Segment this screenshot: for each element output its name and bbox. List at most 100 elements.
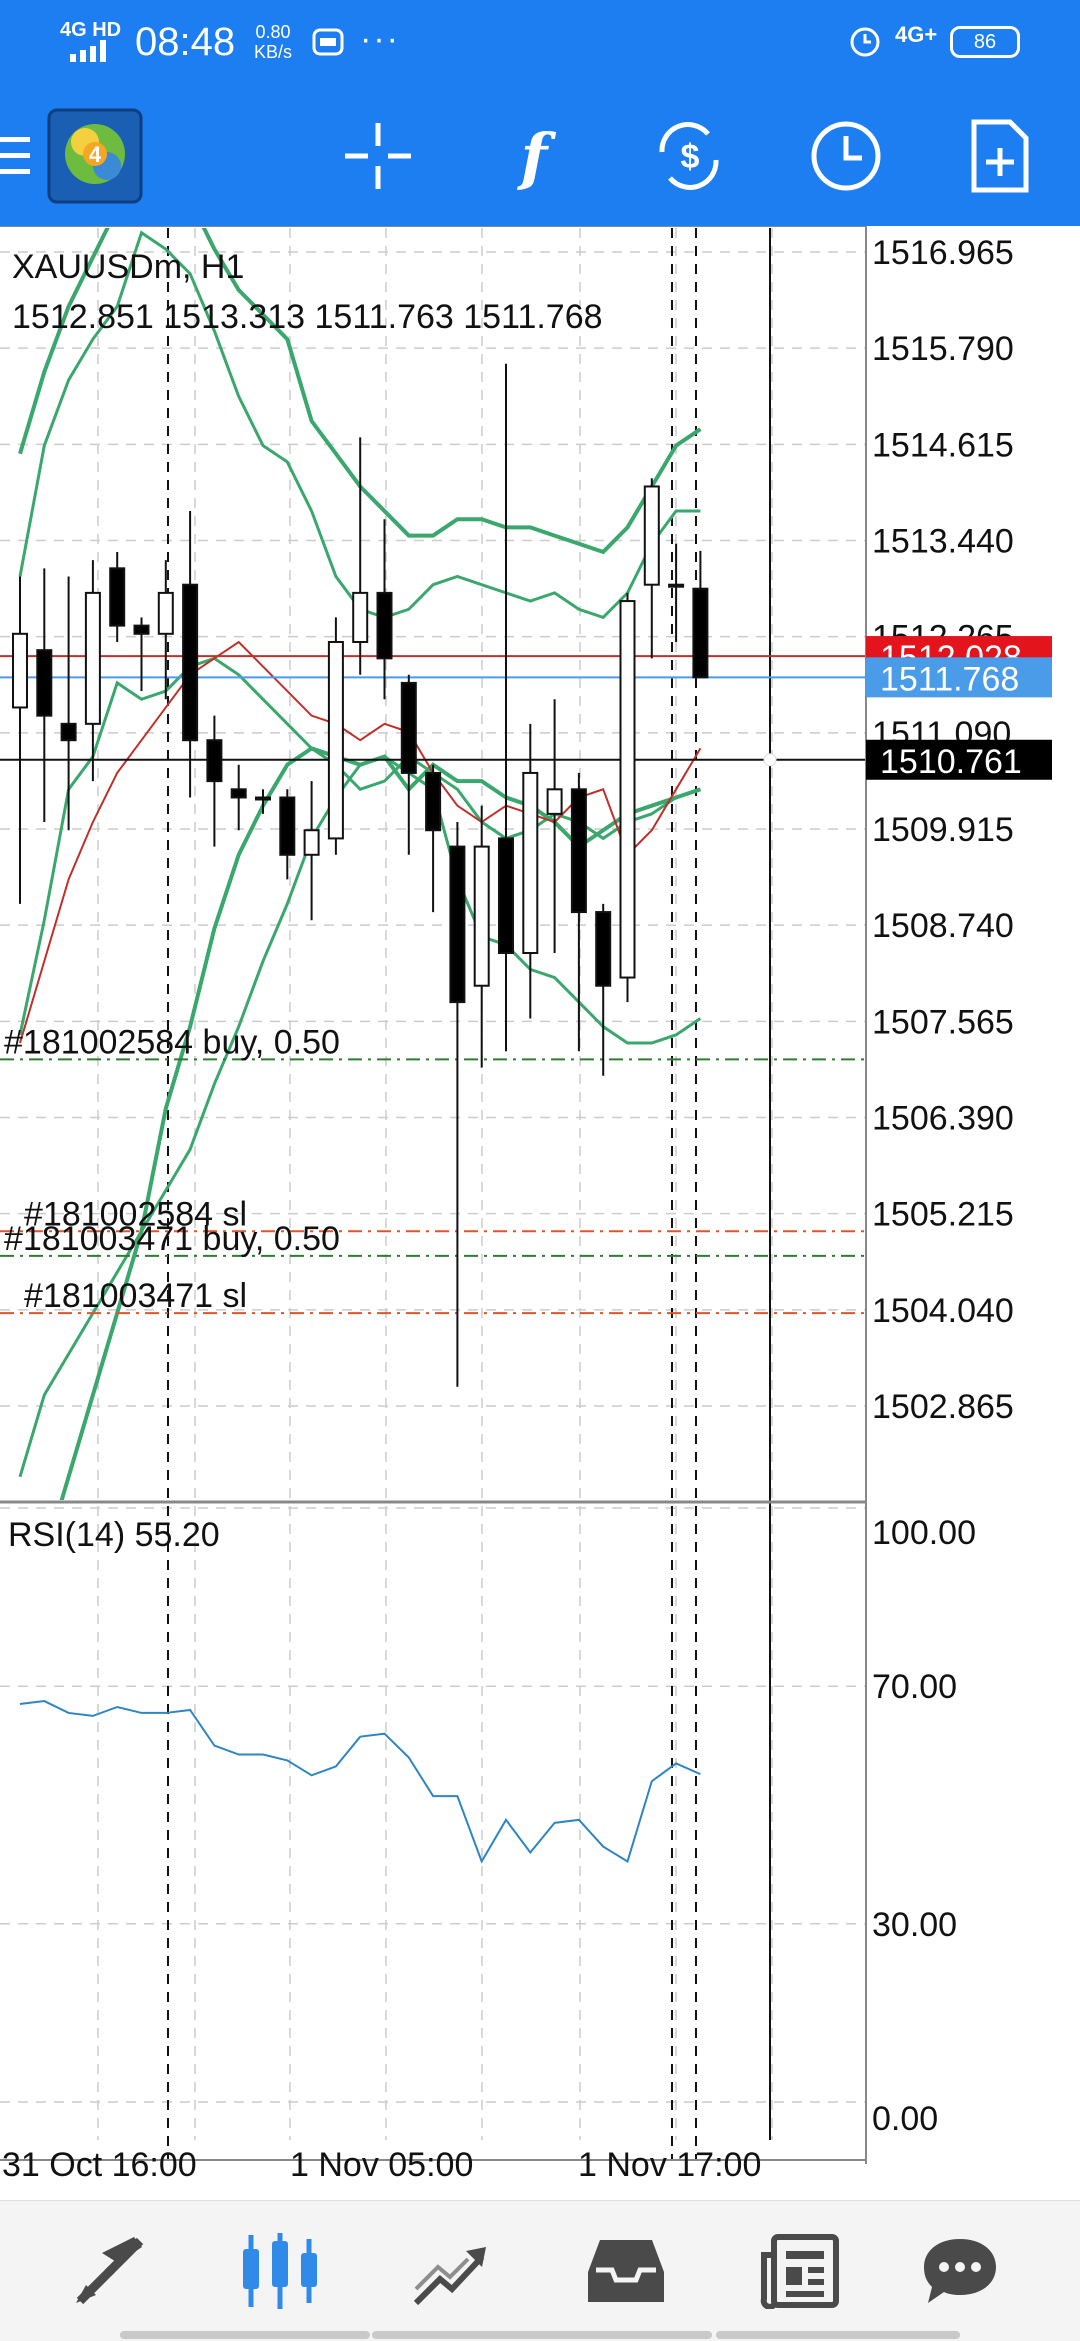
nav-handle-center [372, 2331, 712, 2339]
nav-chart[interactable] [220, 2229, 340, 2313]
candle-down [595, 903, 612, 1076]
candle-body [425, 771, 442, 832]
candle-body [522, 771, 539, 954]
candle-body [570, 788, 587, 914]
candle-body [376, 591, 393, 660]
arrows-icon [76, 2237, 144, 2305]
candle-body [206, 739, 223, 783]
moving-average-line [19, 640, 702, 1044]
price-tick-label: 1505.215 [872, 1196, 1014, 1234]
candle-up [619, 592, 636, 1003]
order-label: #181003471 buy, 0.50 [4, 1220, 340, 1258]
candle-up [352, 437, 369, 675]
candle-body [619, 600, 636, 979]
candle-body [133, 624, 150, 635]
timeframe-clock-icon[interactable] [796, 106, 896, 206]
rsi-tick-label: 30.00 [872, 1906, 957, 1944]
axes: 1516.9651515.7901514.6151513.4401512.265… [2, 234, 1052, 2184]
stop-loss-label: #181003471 sl [24, 1277, 247, 1315]
price-tick-label: 1516.965 [872, 234, 1014, 272]
rsi-line [19, 1700, 701, 1864]
price-tick-label: 1504.040 [872, 1292, 1014, 1330]
candle-up [12, 576, 28, 904]
candle-body [595, 911, 612, 987]
candle-body [643, 485, 660, 586]
speed-unit: KB/s [254, 42, 293, 62]
candle-body [36, 649, 53, 717]
order-label: #181002584 buy, 0.50 [4, 1023, 340, 1061]
battery-indicator: 86 [950, 26, 1020, 58]
price-tick-label: 1509.915 [872, 811, 1014, 849]
time-tick-label: 1 Nov 05:00 [290, 2146, 473, 2184]
menu-icon[interactable] [0, 106, 70, 206]
crosshair-price-badge: 1510.761 [880, 743, 1022, 781]
indicator-f-glyph: f [520, 119, 548, 193]
price-chart[interactable]: #181002584 buy, 0.50#181002584 sl#181003… [0, 226, 1080, 2200]
candle-down [60, 576, 77, 831]
candle-body [546, 788, 563, 815]
candle-up [327, 617, 344, 855]
speed-value: 0.80 [255, 22, 291, 42]
trend-icon [413, 2247, 486, 2306]
candle-body [352, 591, 369, 643]
inbox-icon [588, 2240, 664, 2302]
candle-up [84, 560, 101, 782]
app-notification-icon [312, 28, 344, 56]
candlesticks [12, 363, 709, 1387]
candle-body [255, 796, 271, 801]
candle-body [182, 583, 199, 742]
candle-body [60, 722, 77, 742]
price-tick-label: 1515.790 [872, 330, 1014, 368]
nav-quotes[interactable] [50, 2229, 170, 2313]
bollinger-middle [18, 656, 701, 1036]
candle-up [255, 789, 271, 814]
nav-history[interactable] [566, 2229, 686, 2313]
candle-body [400, 681, 417, 774]
chart-frame [0, 226, 867, 2164]
candle-down [133, 617, 150, 692]
status-bar: 4G HD 08:48 0.80 KB/s ··· 4G+ 86 [0, 0, 1080, 88]
indicator-f-icon[interactable]: f [484, 106, 584, 206]
bollinger-inner-lower [18, 754, 702, 1478]
candle-body [692, 587, 709, 679]
candle-body [449, 845, 466, 1004]
symbol-label: XAUUSDm, H1 [12, 248, 244, 286]
candle-body [327, 640, 344, 840]
price-tick-label: 1508.740 [872, 907, 1014, 945]
network-indicator-right: 4G+ [895, 22, 938, 47]
candle-up [157, 560, 174, 700]
chart-labels: XAUUSDm, H1 1512.851 1513.313 1511.763 1… [8, 248, 603, 1554]
trade-icon[interactable]: $ [640, 106, 740, 206]
chart-toolbar: 4 f $ [0, 88, 1080, 226]
candle-down [449, 822, 466, 1387]
candle-down [400, 674, 417, 855]
candle-down [230, 764, 247, 831]
price-tick-label: 1513.440 [872, 523, 1014, 561]
bottom-navigation [0, 2200, 1080, 2341]
candle-up [546, 699, 563, 953]
nav-news[interactable] [740, 2229, 860, 2313]
candle-up [643, 478, 660, 659]
candle-body [84, 591, 101, 725]
nav-messages[interactable] [900, 2229, 1020, 2313]
candle-body [498, 837, 514, 954]
candle-down [570, 772, 587, 1052]
new-order-icon[interactable] [950, 106, 1050, 206]
rsi-label: RSI(14) 55.20 [8, 1516, 220, 1554]
candle-body [12, 632, 28, 709]
crosshair-point [763, 753, 777, 767]
price-levels: #181002584 buy, 0.50#181002584 sl#181003… [0, 655, 866, 1315]
candle-body [473, 845, 490, 987]
last-price-badge-bg [866, 657, 1052, 698]
nav-trade[interactable] [390, 2229, 510, 2313]
candle-down [206, 715, 223, 847]
rsi-tick-label: 0.00 [872, 2100, 938, 2138]
svg-text:4: 4 [89, 142, 102, 167]
candle-down [279, 789, 296, 880]
candle-down [498, 363, 514, 1052]
crosshair-price-badge-bg [866, 739, 1052, 780]
metatrader-logo[interactable]: 4 [45, 106, 145, 206]
candle-up [668, 543, 685, 642]
crosshair-icon[interactable] [328, 106, 428, 206]
chat-icon [924, 2239, 996, 2303]
